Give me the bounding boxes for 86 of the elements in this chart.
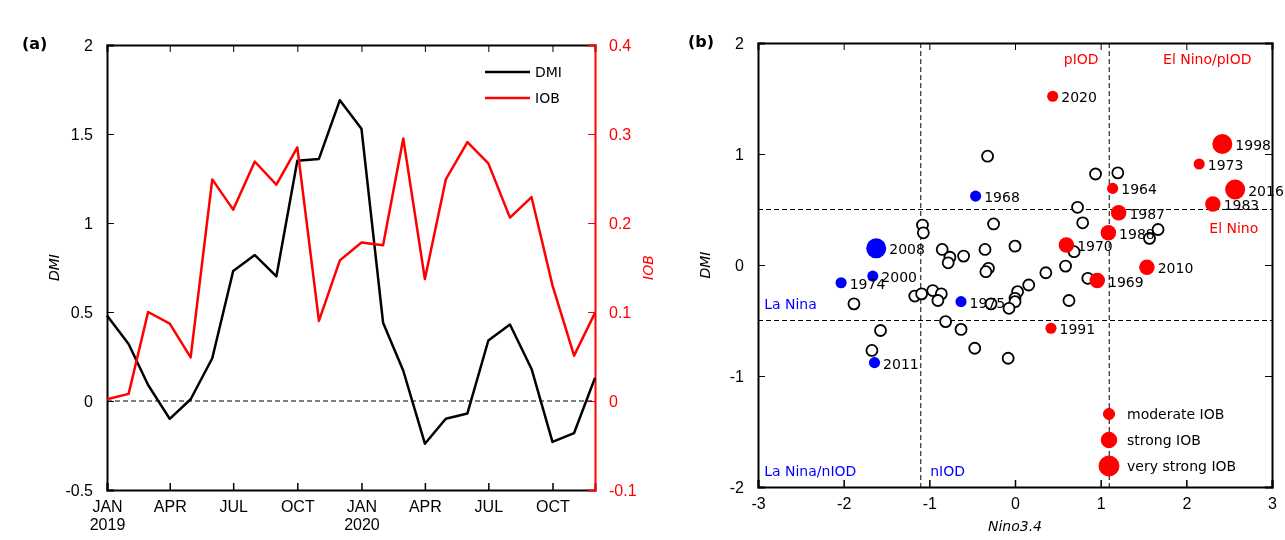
annotation: nIOD xyxy=(930,462,965,479)
point xyxy=(968,341,982,355)
y-axis-title: DMI xyxy=(46,254,62,281)
annotation: 1969 xyxy=(1107,273,1144,290)
annotation: El Nino xyxy=(1209,219,1259,236)
point xyxy=(865,344,879,357)
y-tick-label: 2 xyxy=(735,34,745,52)
point xyxy=(941,256,955,270)
annotation: 1964 xyxy=(1121,181,1157,198)
annotation: 2011 xyxy=(883,355,919,372)
point xyxy=(978,243,992,256)
point xyxy=(916,226,930,240)
legend-label: IOB xyxy=(535,90,560,106)
point xyxy=(981,149,994,163)
point xyxy=(915,287,929,301)
point xyxy=(935,243,949,256)
x-tick-label: APR xyxy=(153,498,187,515)
x-tick-label: JAN 2019 xyxy=(89,498,126,534)
point xyxy=(1059,259,1072,273)
x-tick-label: OCT xyxy=(280,498,315,515)
point xyxy=(979,265,993,279)
x-tick-label: -2 xyxy=(837,495,852,512)
point xyxy=(1008,239,1022,253)
annotation: 1973 xyxy=(1207,156,1244,173)
y-tick-label: -1 xyxy=(729,367,745,385)
y2-tick-label: 0.3 xyxy=(609,125,632,143)
chart-title: (a) xyxy=(22,34,48,53)
point xyxy=(1002,301,1016,315)
y-tick-label: 0 xyxy=(735,256,745,274)
y-tick-label: 0 xyxy=(84,392,94,410)
point xyxy=(1001,351,1015,365)
y2-tick-label: 0.1 xyxy=(609,303,632,321)
x-tick-label: JAN 2020 xyxy=(344,498,380,534)
point xyxy=(954,322,968,336)
x-tick-label: -3 xyxy=(751,495,766,512)
y-tick-label: 2 xyxy=(84,36,94,54)
point xyxy=(1039,266,1053,280)
x-axis-title: Nino3.4 xyxy=(987,518,1043,534)
x-tick-label: APR xyxy=(408,498,442,515)
annotation: 2020 xyxy=(1061,89,1097,106)
legend-label: DMI xyxy=(535,64,562,80)
x-tick-label: 0 xyxy=(1011,495,1021,512)
y2-axis-title: IOB xyxy=(640,255,656,280)
annotation: 1968 xyxy=(984,189,1020,206)
y2-tick-label: -0.1 xyxy=(609,481,637,499)
x-tick-label: JUL xyxy=(474,498,504,515)
y2-tick-label: 0.4 xyxy=(609,36,632,54)
x-tick-label: JUL xyxy=(219,498,249,515)
y-tick-label: 0.5 xyxy=(70,303,94,321)
annotation: 1998 xyxy=(1235,137,1271,154)
y-tick-label: 1.5 xyxy=(70,125,94,143)
point xyxy=(1111,166,1125,180)
y-tick-label: -2 xyxy=(729,478,745,496)
point xyxy=(939,315,953,328)
point xyxy=(1076,216,1090,230)
x-tick-label: 2 xyxy=(1182,495,1192,512)
y2-tick-label: 0.2 xyxy=(609,214,632,232)
annotation: 1991 xyxy=(1059,321,1096,338)
annotation: 2010 xyxy=(1157,260,1194,277)
annotation: El Nino/pIOD xyxy=(1163,50,1252,67)
point xyxy=(931,294,945,307)
x-tick-label: 1 xyxy=(1096,495,1106,512)
point xyxy=(957,249,970,263)
legend-label: strong IOB xyxy=(1127,432,1201,448)
annotation: La Nina/nIOD xyxy=(764,462,857,479)
point xyxy=(1022,278,1036,292)
y-tick-label: 1 xyxy=(735,145,745,163)
point xyxy=(987,217,1000,231)
annotation: pIOD xyxy=(1063,50,1099,67)
legend-label: moderate IOB xyxy=(1127,406,1225,422)
y-tick-label: 1 xyxy=(84,214,94,232)
y-axis-title: DMI xyxy=(697,251,713,279)
x-tick-label: OCT xyxy=(536,498,571,515)
point xyxy=(1071,200,1084,214)
point xyxy=(847,297,861,311)
x-tick-label: -1 xyxy=(922,495,938,512)
annotation: 2008 xyxy=(889,241,925,258)
chart-title: (b) xyxy=(688,32,715,51)
point xyxy=(874,324,887,337)
y-tick-label: -0.5 xyxy=(65,481,94,499)
annotation: La Nina xyxy=(764,296,817,313)
point xyxy=(1062,294,1076,307)
y2-tick-label: 0 xyxy=(609,392,618,410)
legend-label: very strong IOB xyxy=(1127,458,1237,474)
point xyxy=(1089,167,1102,181)
x-tick-label: 3 xyxy=(1268,495,1278,512)
